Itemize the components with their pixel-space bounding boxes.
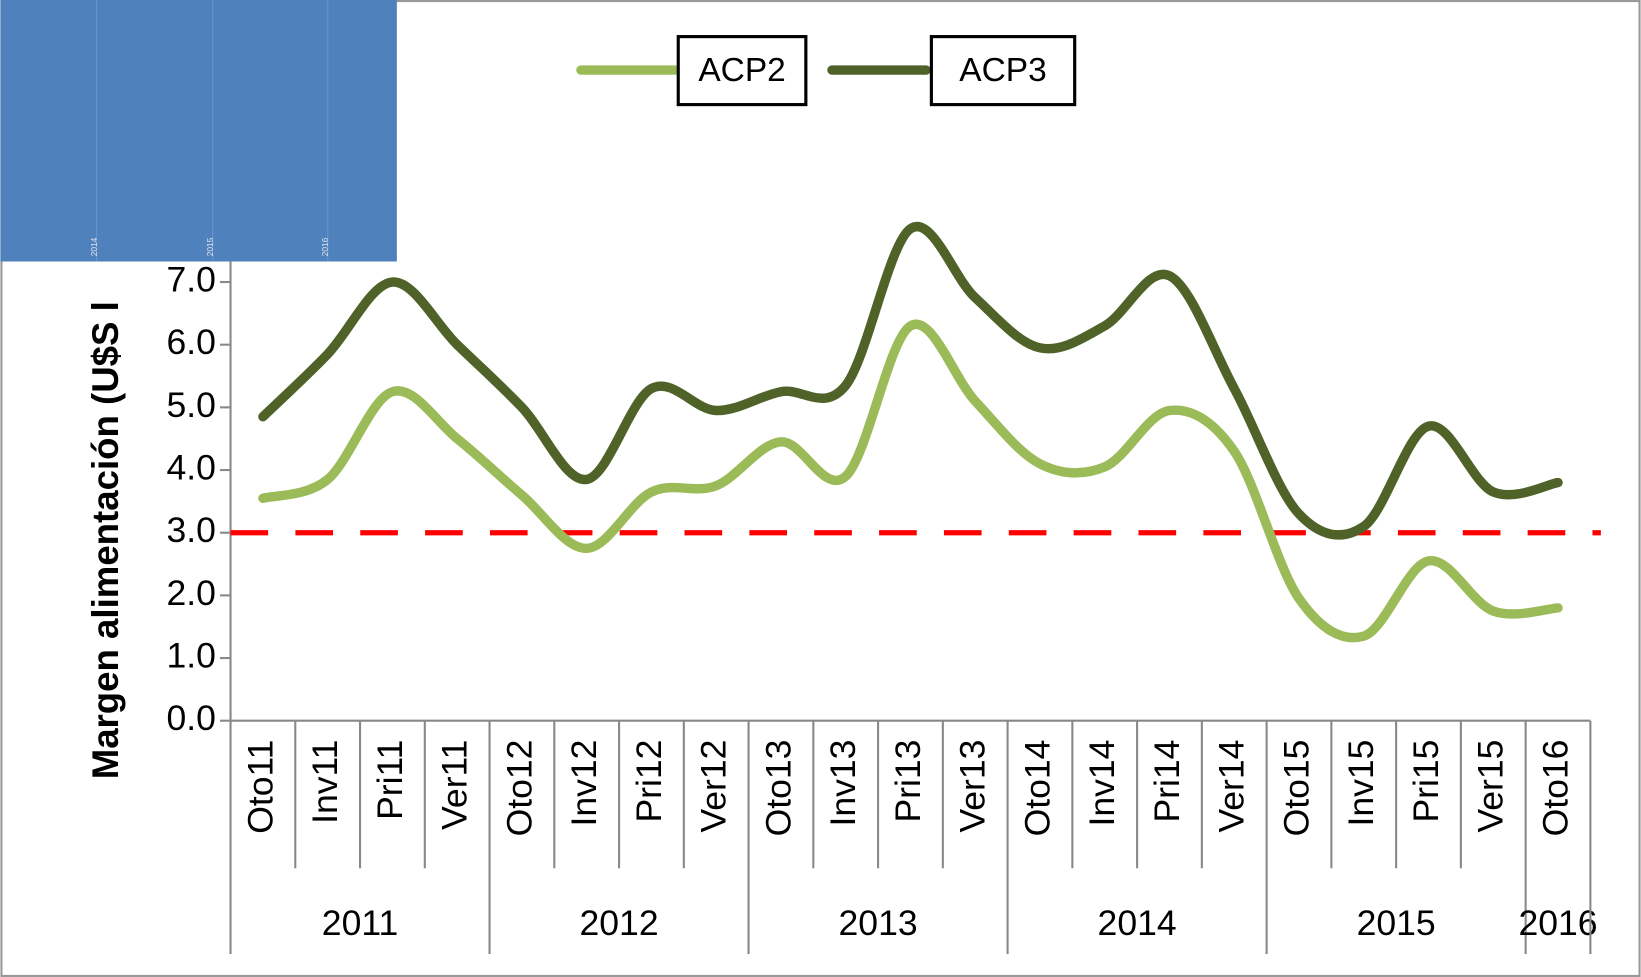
legend-box — [929, 35, 1077, 107]
x-tick-label: Inv15 — [1341, 740, 1381, 827]
group-label: 2014 — [1098, 903, 1177, 943]
legend-label: ACP2 — [698, 52, 785, 89]
x-tick-label: Inv12 — [564, 740, 604, 827]
overlay — [0, 0, 397, 262]
group-label: 2016 — [1518, 903, 1597, 943]
y-tick-label: 3.0 — [166, 510, 215, 550]
group-label: 2013 — [839, 903, 918, 943]
x-tick-label: Oto14 — [1017, 740, 1057, 837]
x-tick-label: Inv11 — [305, 740, 345, 824]
overlay-label: 2016 — [320, 237, 330, 256]
x-tick-label: Pri15 — [1406, 740, 1446, 823]
x-tick-label: Oto15 — [1276, 740, 1316, 837]
x-tick-label: Pri14 — [1147, 740, 1187, 823]
y-tick-label: 2.0 — [166, 573, 215, 613]
x-tick-label: Pri11 — [370, 740, 410, 820]
legend-label: ACP3 — [959, 52, 1046, 89]
x-tick-label: Inv13 — [823, 740, 863, 827]
x-tick-label: Inv14 — [1082, 740, 1122, 827]
x-tick-label: Oto13 — [758, 740, 798, 837]
x-tick-label: Ver12 — [694, 740, 734, 833]
y-tick-label: 5.0 — [166, 385, 215, 425]
x-tick-label: Pri13 — [888, 740, 928, 823]
x-tick-label: Ver13 — [953, 740, 993, 833]
y-tick-label: 4.0 — [166, 447, 215, 487]
overlay-label: 2014 — [89, 237, 99, 256]
x-tick-label: Ver15 — [1471, 740, 1511, 833]
legend-box — [676, 35, 808, 107]
group-label: 2015 — [1357, 903, 1436, 943]
y-axis-label: Margen alimentación (U$S l — [85, 301, 126, 779]
group-label: 2011 — [322, 903, 398, 943]
y-tick-label: 1.0 — [166, 635, 215, 675]
y-tick-label: 0.0 — [166, 698, 215, 738]
overlay-label: 2015 — [205, 237, 215, 256]
x-tick-label: Oto16 — [1535, 740, 1575, 837]
x-tick-label: Ver14 — [1212, 740, 1252, 833]
x-tick-label: Oto12 — [499, 740, 539, 837]
x-tick-label: Oto11 — [240, 740, 280, 834]
x-tick-label: Ver11 — [435, 740, 475, 830]
x-tick-label: Pri12 — [629, 740, 669, 823]
y-tick-label: 6.0 — [166, 322, 215, 362]
series-line — [258, 319, 1563, 643]
group-label: 2012 — [580, 903, 659, 943]
y-tick-label: 7.0 — [166, 259, 215, 299]
series-line — [258, 221, 1563, 540]
